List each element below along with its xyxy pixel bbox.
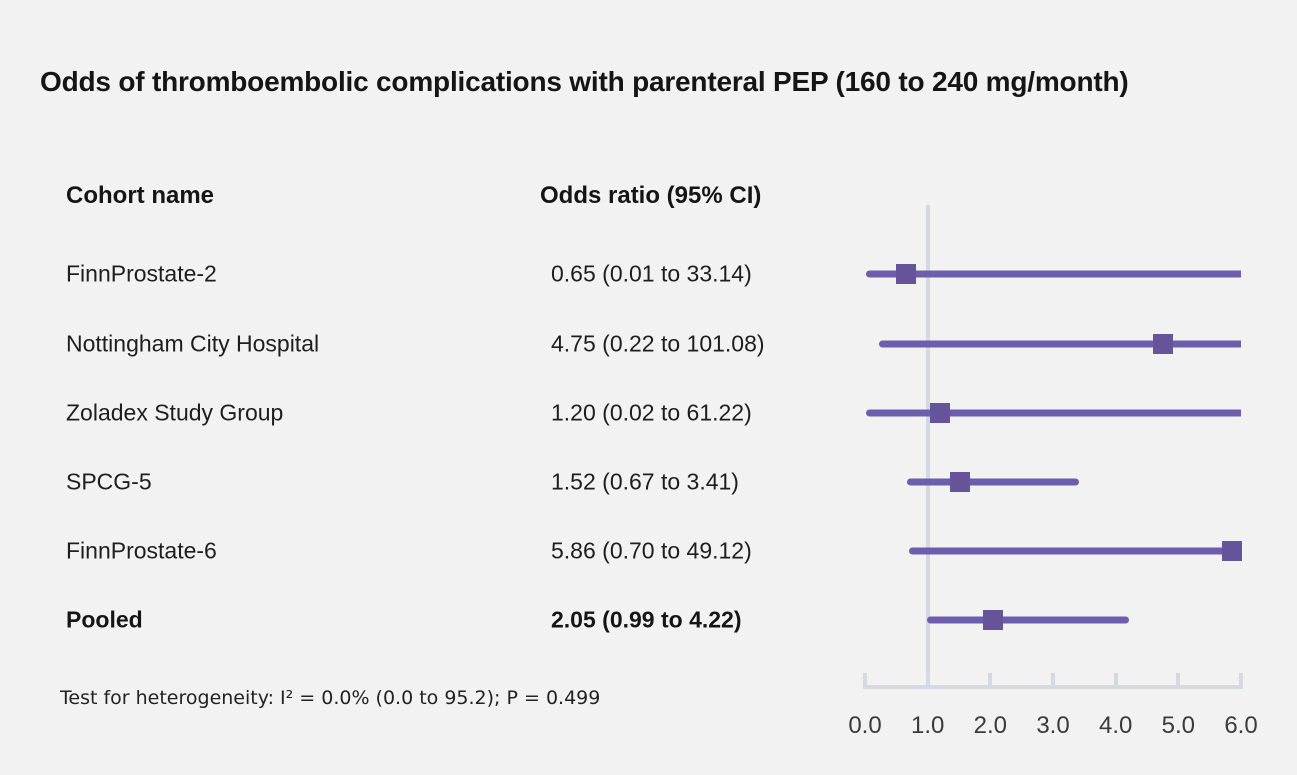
odds-ratio-label: 1.52 (0.67 to 3.41) [551, 468, 739, 495]
cohort-label: Zoladex Study Group [66, 399, 284, 426]
ci-bar [865, 270, 1241, 278]
cohort-label: Nottingham City Hospital [66, 330, 320, 357]
axis-tick [988, 673, 993, 686]
axis-tick [925, 673, 930, 686]
odds-ratio-label: 4.75 (0.22 to 101.08) [551, 330, 765, 357]
axis-tick-label: 0.0 [848, 712, 882, 739]
chart-title: Odds of thromboembolic complications wit… [40, 66, 1129, 97]
axis-tick [1113, 673, 1118, 686]
axis-tick-label: 4.0 [1098, 712, 1133, 739]
point-estimate-marker [1222, 541, 1243, 561]
point-estimate-marker [1152, 334, 1173, 354]
cohort-label: FinnProstate-2 [66, 260, 217, 287]
odds-ratio-label: 5.86 (0.70 to 49.12) [551, 537, 752, 564]
axis-tick-label: 3.0 [1036, 712, 1070, 739]
ci-bar [908, 547, 1241, 555]
ci-bar [906, 478, 1079, 486]
axis-tick [1239, 673, 1243, 686]
odds-ratio-label: 0.65 (0.01 to 33.14) [551, 260, 752, 287]
axis-tick-label: 6.0 [1224, 712, 1258, 739]
ci-bar [878, 340, 1241, 348]
cohort-label: FinnProstate-6 [66, 537, 217, 564]
axis-tick-label: 5.0 [1161, 712, 1196, 739]
ci-bar [866, 409, 1241, 417]
odds-ratio-label: 1.20 (0.02 to 61.22) [551, 399, 752, 426]
x-axis-line [863, 685, 1243, 689]
column-header-odds-ratio: Odds ratio (95% CI) [540, 182, 762, 209]
reference-line [925, 205, 930, 687]
axis-tick [863, 673, 867, 686]
point-estimate-marker [895, 264, 916, 284]
heterogeneity-footnote: Test for heterogeneity: I² = 0.0% (0.0 t… [60, 687, 601, 709]
axis-tick [1051, 673, 1055, 686]
point-estimate-marker [983, 610, 1004, 630]
axis-tick-label: 2.0 [973, 712, 1008, 739]
axis-tick-label: 1.0 [910, 712, 945, 739]
cohort-label: Pooled [66, 606, 143, 633]
odds-ratio-label: 2.05 (0.99 to 4.22) [551, 606, 742, 633]
point-estimate-marker [930, 403, 951, 423]
column-header-cohort: Cohort name [66, 182, 215, 209]
axis-tick [1176, 673, 1181, 686]
point-estimate-marker [950, 472, 971, 492]
cohort-label: SPCG-5 [66, 468, 152, 495]
ci-bar [927, 616, 1130, 624]
